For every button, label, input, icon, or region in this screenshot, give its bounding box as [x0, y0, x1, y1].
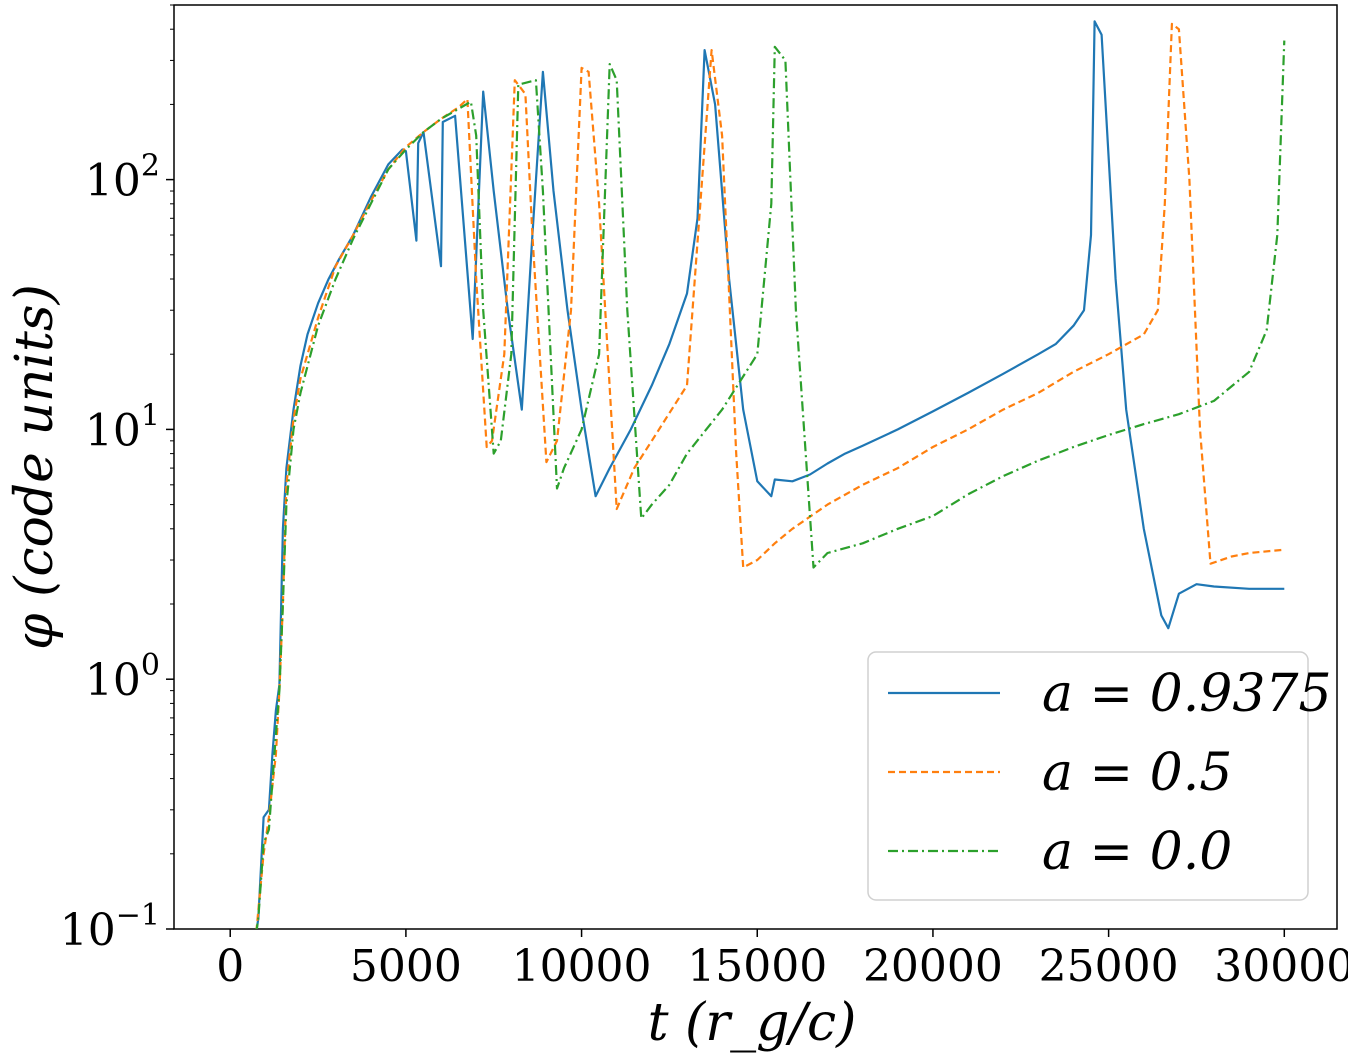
y-tick-label: 102 — [85, 149, 160, 207]
legend: a = 0.9375 a = 0.5 a = 0.0 — [867, 651, 1332, 901]
x-tick-label: 5000 — [350, 941, 462, 992]
x-ticks: 0 5000 10000 15000 20000 25000 30000 — [216, 929, 1348, 992]
legend-box — [867, 651, 1309, 901]
legend-label-a09375: a = 0.9375 — [1042, 664, 1332, 724]
x-tick-label: 10000 — [512, 941, 652, 992]
y-tick-label: 101 — [85, 398, 160, 456]
x-tick-label: 25000 — [1039, 941, 1179, 992]
y-axis-label: φ (code units) — [5, 284, 65, 650]
x-tick-label: 30000 — [1214, 941, 1348, 992]
x-tick-label: 15000 — [687, 941, 827, 992]
series-line-1 — [255, 22, 1285, 929]
y-tick-label: 100 — [85, 648, 160, 706]
series-line-2 — [255, 40, 1286, 929]
series-layer — [255, 20, 1286, 929]
legend-label-a05: a = 0.5 — [1042, 743, 1232, 803]
y-ticks: 10−1 100 101 102 — [60, 4, 174, 956]
series-line-0 — [255, 20, 1285, 929]
x-tick-label: 0 — [216, 941, 244, 992]
legend-label-a00: a = 0.0 — [1042, 822, 1232, 882]
y-tick-label: 10−1 — [60, 898, 160, 956]
x-tick-label: 20000 — [863, 941, 1003, 992]
x-axis-label: t (r_g/c) — [648, 993, 857, 1053]
